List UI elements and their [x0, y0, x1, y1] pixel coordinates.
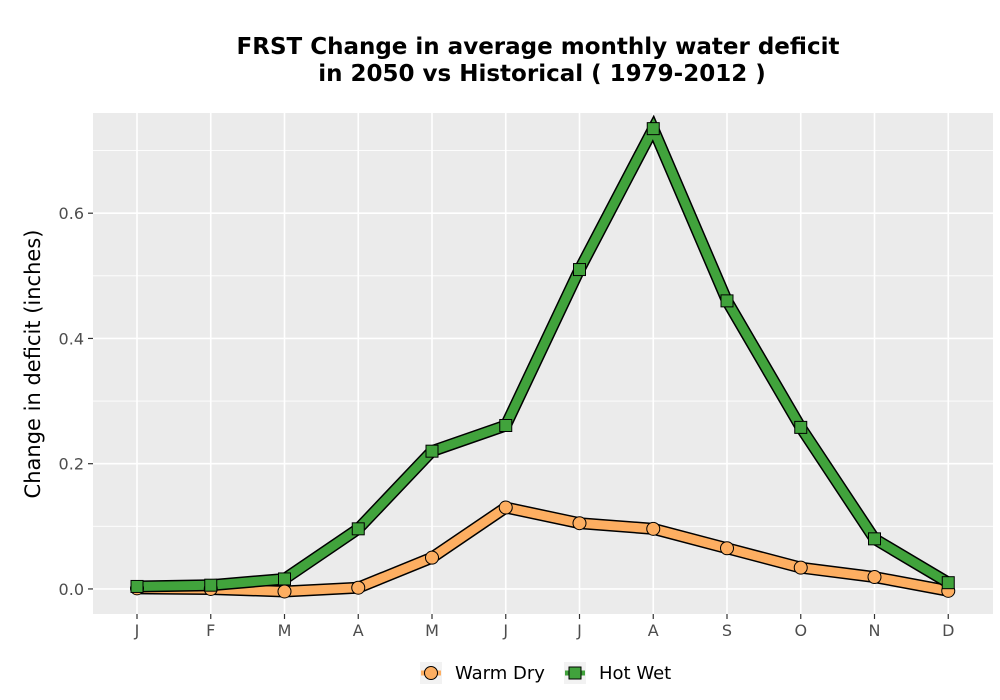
y-tick-label: 0.6: [59, 204, 84, 223]
data-point: [425, 444, 439, 458]
grid-major: [93, 113, 993, 614]
x-tick-label: J: [576, 621, 582, 640]
series-line: [136, 118, 951, 591]
axis-ticks: 0.0 0.2 0.4 0.6 J F M A M J J A S O N D: [59, 204, 955, 640]
plot-panel: [93, 113, 993, 614]
x-tick-label: J: [134, 621, 140, 640]
data-point: [867, 570, 882, 585]
data-point: [794, 420, 808, 434]
series-line: [136, 502, 950, 596]
data-point: [351, 580, 366, 595]
data-point: [278, 572, 291, 586]
data-point: [499, 418, 513, 432]
x-tick-label: J: [502, 621, 508, 640]
x-tick-label: N: [869, 621, 881, 640]
data-point: [868, 532, 881, 546]
series-layer: [130, 114, 956, 599]
data-point: [572, 516, 587, 531]
x-tick-label: F: [206, 621, 215, 640]
data-point: [204, 578, 218, 592]
data-point: [941, 576, 955, 590]
legend-label: Hot Wet: [599, 663, 671, 684]
series-1: [136, 114, 952, 593]
data-point: [130, 579, 144, 593]
legend: Warm Dry Hot Wet: [420, 662, 671, 684]
legend-key-marker: [424, 666, 438, 680]
y-axis-title: Change in deficit (inches): [21, 230, 45, 499]
x-tick-label: M: [278, 621, 292, 640]
data-point: [573, 263, 586, 277]
data-point: [720, 294, 734, 308]
y-tick-label: 0.4: [59, 329, 84, 348]
legend-item-0: Warm Dry: [420, 662, 545, 684]
chart-title-line-1: FRST Change in average monthly water def…: [237, 34, 840, 60]
data-point: [277, 584, 292, 599]
y-tick-label: 0.2: [59, 455, 84, 474]
data-point: [351, 522, 365, 536]
series-0: [136, 501, 950, 598]
x-tick-label: O: [794, 621, 807, 640]
x-tick-label: S: [722, 621, 732, 640]
legend-label: Warm Dry: [455, 663, 545, 684]
grid-minor: [93, 150, 993, 527]
legend-key-marker: [568, 666, 582, 680]
x-tick-label: A: [648, 621, 659, 640]
x-tick-label: D: [942, 621, 954, 640]
data-point: [498, 500, 513, 515]
x-tick-label: M: [425, 621, 439, 640]
x-tick-label: A: [353, 621, 364, 640]
series-markers-1: [130, 122, 955, 593]
chart-title-line-2: in 2050 vs Historical ( 1979-2012 ): [318, 61, 765, 87]
data-point: [793, 560, 808, 575]
y-tick-label: 0.0: [59, 580, 84, 599]
data-point: [720, 541, 734, 556]
data-point: [646, 122, 660, 136]
data-point: [425, 550, 439, 565]
data-point: [646, 521, 661, 536]
legend-item-1: Hot Wet: [564, 662, 671, 684]
